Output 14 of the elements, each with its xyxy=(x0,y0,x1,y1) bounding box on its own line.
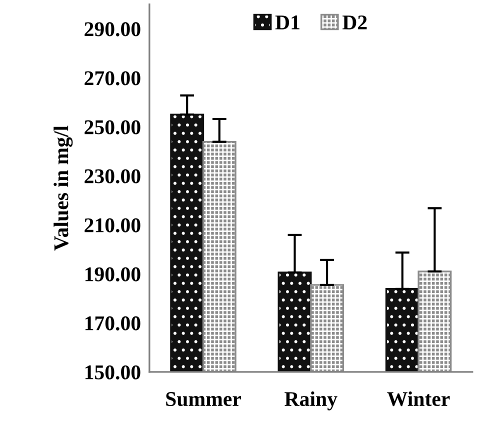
x-tick-label: Summer xyxy=(166,392,241,406)
y-tick-label: 270.00 xyxy=(84,71,140,86)
y-tick-label: 250.00 xyxy=(84,120,140,134)
x-tick-label: Winter xyxy=(387,391,450,406)
y-tick-label: 190.00 xyxy=(85,267,140,282)
y-tick-label: 150.00 xyxy=(85,365,140,380)
legend-label: D2 xyxy=(342,16,367,30)
y-tick-label: 210.00 xyxy=(84,218,140,232)
x-tick-label: Rainy xyxy=(284,391,338,410)
y-tick-label: 170.00 xyxy=(85,316,140,330)
y-tick-label: 230.00 xyxy=(84,169,140,184)
legend-label: D1 xyxy=(275,16,300,30)
y-axis-title: Values in mg/l xyxy=(54,126,73,251)
y-tick-label: 290.00 xyxy=(84,22,140,36)
